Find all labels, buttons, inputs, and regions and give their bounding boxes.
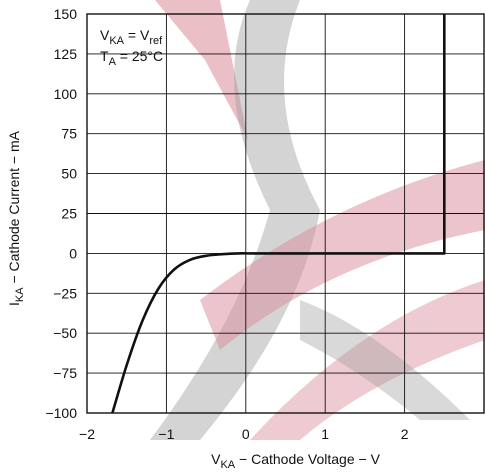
x-tick-label: 1 [321,426,329,442]
annotation-line: VKA = Vref [100,27,163,47]
annotation-part: V [100,27,110,43]
y-tick-label: −100 [45,405,77,421]
annotation-part: = V [124,27,150,43]
annotation-part: = 25°C [116,48,163,64]
y-axis-label-text: − Cathode Current − mA [6,130,22,287]
y-tick-label: 0 [69,245,77,261]
y-axis-label-sub: KA [14,287,26,302]
x-axis-label-sub: KA [220,459,235,471]
x-tick-label: 2 [401,426,409,442]
y-tick-label: 50 [61,166,77,182]
x-tick-label: −1 [158,426,174,442]
y-tick-label: −25 [53,285,77,301]
annotation-part: ref [149,35,163,47]
annotation-part: KA [109,35,124,47]
y-tick-label: 25 [61,206,77,222]
annotation-part: T [100,48,109,64]
y-axis-label: IKA − Cathode Current − mA [6,130,26,306]
plot-frame [86,13,485,414]
x-tick-label: −2 [79,426,95,442]
x-tick-labels: −2−10123 [79,426,409,442]
x-axis-label-text: − Cathode Voltage − V [235,451,380,467]
y-tick-label: −75 [53,365,77,381]
y-tick-label: −50 [53,325,77,341]
watermark-logo [150,0,485,440]
y-tick-label: 100 [54,86,78,102]
annotation-line: TA = 25°C [100,48,163,68]
y-tick-labels: 150 125 100 75 50 25 0 −25 −50 −75 −100 [45,6,77,421]
y-tick-label: 150 [54,6,78,22]
x-axis-label: VKA − Cathode Voltage − V [211,451,380,471]
x-tick-label: 0 [242,426,250,442]
y-tick-label: 75 [61,126,77,142]
x-axis-label-symbol: V [211,451,221,467]
annotation-part: A [109,56,117,68]
series-line [111,14,446,414]
y-axis-label-symbol: I [6,302,22,306]
y-tick-label: 125 [54,46,78,62]
